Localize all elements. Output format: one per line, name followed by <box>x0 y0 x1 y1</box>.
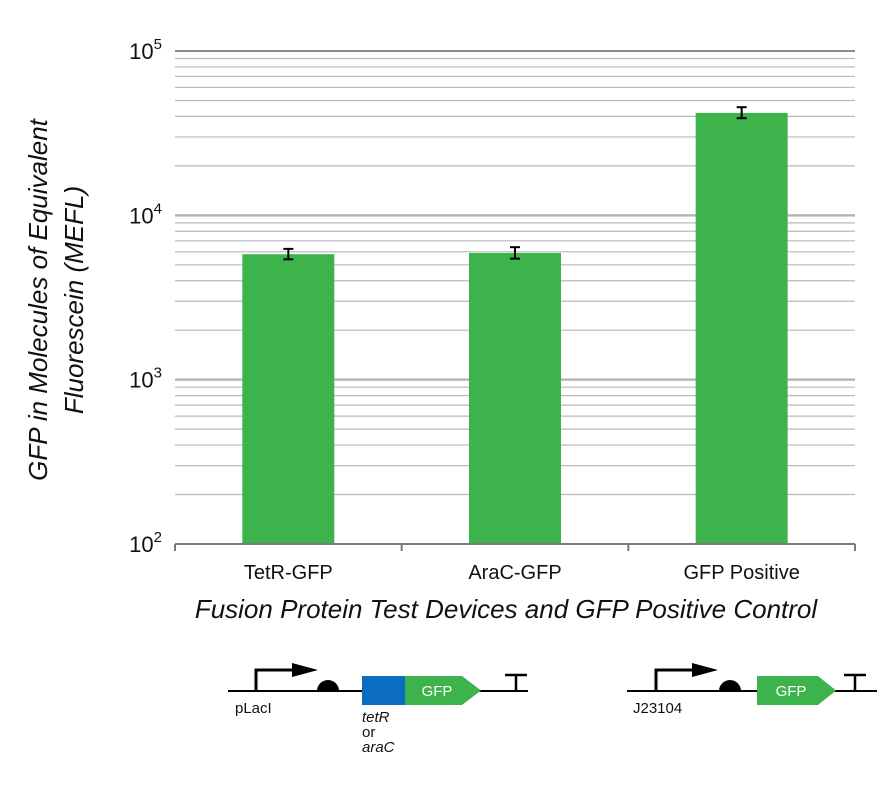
bar <box>695 112 788 545</box>
y-tick-label: 104 <box>129 200 162 228</box>
fusion-label-or: or <box>362 724 375 741</box>
x-tick-label: GFP Positive <box>683 562 799 584</box>
bars-layer <box>242 106 788 545</box>
construct-diagram-right: GFP J23104 <box>627 663 877 717</box>
x-tick-labels: TetR-GFP AraC-GFP GFP Positive <box>244 562 800 584</box>
y-axis-title-line-1: GFP in Molecules of Equivalent <box>23 117 53 481</box>
terminator-icon <box>505 673 527 691</box>
y-axis-title: GFP in Molecules of Equivalent Fluoresce… <box>23 117 89 481</box>
y-tick-label: 105 <box>129 36 162 64</box>
fusion-gene-block <box>362 676 406 705</box>
gfp-gene-arrow <box>405 676 481 705</box>
promoter-label: pLacI <box>235 700 272 717</box>
rbs-icon <box>719 680 741 691</box>
x-tick-label: AraC-GFP <box>468 562 561 584</box>
x-tick-label: TetR-GFP <box>244 562 333 584</box>
bar <box>469 252 561 544</box>
fusion-label-arac: araC <box>362 739 395 756</box>
y-tick-labels: 102 103 104 105 <box>129 36 162 557</box>
gfp-gene-label: GFP <box>776 683 807 700</box>
fusion-label-tetr: tetR <box>362 709 390 726</box>
promoter-arrowhead-icon <box>692 663 718 677</box>
gfp-gene-arrow <box>757 676 836 705</box>
bar <box>242 254 335 544</box>
y-axis-title-line-2: Fluorescein (MEFL) <box>59 186 89 414</box>
promoter-arrowhead-icon <box>292 663 318 677</box>
construct-diagram-left: GFP pLacI tetR or araC <box>228 663 528 756</box>
promoter-arrow-icon <box>254 668 296 691</box>
x-axis-title: Fusion Protein Test Devices and GFP Posi… <box>195 594 819 624</box>
y-tick-label: 103 <box>129 365 162 393</box>
terminator-icon <box>844 673 866 691</box>
promoter-arrow-icon <box>654 668 696 691</box>
gfp-gene-label: GFP <box>422 683 453 700</box>
y-tick-label: 102 <box>129 529 162 557</box>
promoter-label: J23104 <box>633 700 682 717</box>
rbs-icon <box>317 680 339 691</box>
axis-layer <box>174 543 856 551</box>
